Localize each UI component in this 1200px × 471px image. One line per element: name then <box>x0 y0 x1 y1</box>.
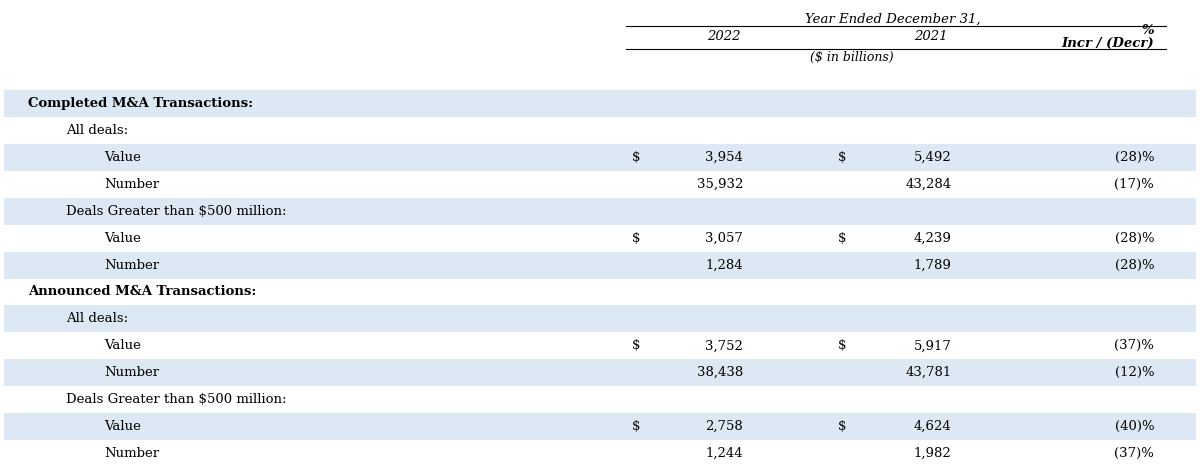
Text: Announced M&A Transactions:: Announced M&A Transactions: <box>28 285 257 299</box>
Bar <box>4 359 1196 386</box>
Text: 2,758: 2,758 <box>706 420 743 433</box>
Text: Number: Number <box>104 447 160 460</box>
Text: All deals:: All deals: <box>66 124 128 137</box>
Text: (28)%: (28)% <box>1115 232 1154 245</box>
Text: Incr / (Decr): Incr / (Decr) <box>1062 37 1154 50</box>
Text: $: $ <box>839 151 847 164</box>
Text: 35,932: 35,932 <box>697 178 743 191</box>
Text: Deals Greater than $500 million:: Deals Greater than $500 million: <box>66 393 287 406</box>
Bar <box>4 198 1196 225</box>
Text: $: $ <box>632 420 641 433</box>
Text: (28)%: (28)% <box>1115 259 1154 272</box>
Text: (37)%: (37)% <box>1115 339 1154 352</box>
Text: 3,057: 3,057 <box>706 232 743 245</box>
Text: 5,917: 5,917 <box>913 339 952 352</box>
Text: Number: Number <box>104 259 160 272</box>
Text: All deals:: All deals: <box>66 312 128 325</box>
Text: Number: Number <box>104 366 160 379</box>
Text: Completed M&A Transactions:: Completed M&A Transactions: <box>28 97 253 110</box>
Bar <box>4 171 1196 198</box>
Text: 4,239: 4,239 <box>913 232 952 245</box>
Text: ($ in billions): ($ in billions) <box>810 51 893 64</box>
Bar <box>4 278 1196 305</box>
Text: (17)%: (17)% <box>1115 178 1154 191</box>
Text: $: $ <box>839 420 847 433</box>
Text: 3,752: 3,752 <box>706 339 743 352</box>
Text: Value: Value <box>104 151 142 164</box>
Text: 43,284: 43,284 <box>906 178 952 191</box>
Bar <box>4 333 1196 359</box>
Text: Value: Value <box>104 339 142 352</box>
Bar <box>4 413 1196 440</box>
Text: 5,492: 5,492 <box>913 151 952 164</box>
Text: 1,284: 1,284 <box>706 259 743 272</box>
Text: Year Ended December 31,: Year Ended December 31, <box>805 12 980 25</box>
Text: Value: Value <box>104 232 142 245</box>
Bar <box>4 90 1196 117</box>
Text: 38,438: 38,438 <box>697 366 743 379</box>
Text: Number: Number <box>104 178 160 191</box>
Text: 43,781: 43,781 <box>905 366 952 379</box>
Bar <box>4 144 1196 171</box>
Text: 4,624: 4,624 <box>913 420 952 433</box>
Text: 1,982: 1,982 <box>913 447 952 460</box>
Bar <box>4 386 1196 413</box>
Text: $: $ <box>839 339 847 352</box>
Text: (40)%: (40)% <box>1115 420 1154 433</box>
Text: (28)%: (28)% <box>1115 151 1154 164</box>
Text: $: $ <box>632 232 641 245</box>
Text: $: $ <box>632 339 641 352</box>
Text: 1,789: 1,789 <box>913 259 952 272</box>
Bar <box>4 117 1196 144</box>
Bar <box>4 252 1196 278</box>
Text: %: % <box>1141 24 1154 37</box>
Text: 2022: 2022 <box>707 31 740 43</box>
Text: Value: Value <box>104 420 142 433</box>
Text: (37)%: (37)% <box>1115 447 1154 460</box>
Text: Deals Greater than $500 million:: Deals Greater than $500 million: <box>66 205 287 218</box>
Text: 3,954: 3,954 <box>706 151 743 164</box>
Bar <box>4 440 1196 467</box>
Text: $: $ <box>632 151 641 164</box>
Text: (12)%: (12)% <box>1115 366 1154 379</box>
Text: 2021: 2021 <box>914 31 948 43</box>
Text: $: $ <box>839 232 847 245</box>
Text: 1,244: 1,244 <box>706 447 743 460</box>
Bar <box>4 225 1196 252</box>
Bar <box>4 305 1196 333</box>
